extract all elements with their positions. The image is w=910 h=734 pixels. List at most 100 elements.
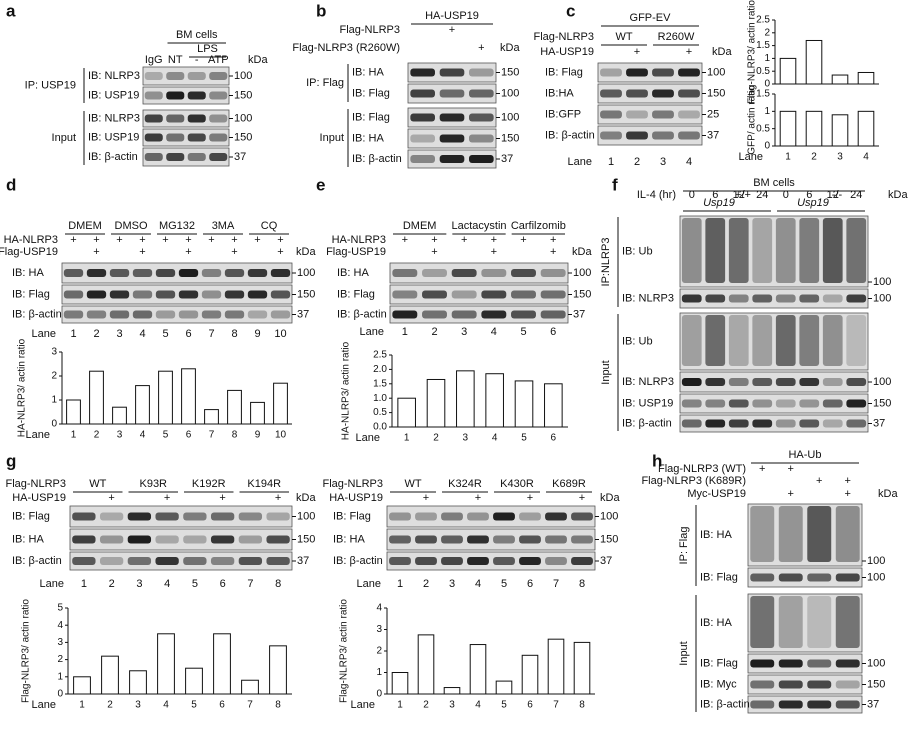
- header-label: GFP-EV: [630, 12, 672, 24]
- condition-label: Flag-USP19: [326, 246, 386, 258]
- blot-band: [519, 557, 541, 565]
- x-tick-label: 6: [186, 430, 192, 441]
- kda-label: kDa: [888, 189, 908, 201]
- blot-band: [441, 512, 463, 521]
- x-tick-label: 7: [553, 700, 559, 711]
- blot-band: [807, 680, 832, 689]
- row-label: IB: Flag: [545, 66, 583, 78]
- y-tick-label: 1: [764, 106, 770, 117]
- blot-band: [86, 310, 107, 319]
- blot-band: [846, 399, 867, 408]
- blot-strip: [747, 503, 863, 567]
- condition-value: +: [449, 24, 455, 36]
- blot-band: [127, 512, 152, 521]
- y-tick-label: 1: [376, 667, 382, 678]
- x-tick-label: 3: [837, 152, 843, 163]
- blot-band: [187, 114, 206, 123]
- kda-label: kDa: [572, 246, 592, 258]
- marker-label: 100: [573, 267, 591, 279]
- header-label: CQ: [261, 220, 278, 232]
- blot-band: [571, 512, 593, 521]
- condition-value: +: [475, 492, 481, 504]
- blot-band: [835, 659, 860, 668]
- condition-value: 12: [733, 189, 745, 201]
- blot-band: [166, 133, 185, 142]
- header-label: LPS: [197, 43, 218, 55]
- row-label: IB: Ub: [622, 335, 653, 347]
- condition-value: 24: [850, 189, 862, 201]
- condition-value: +: [550, 246, 556, 258]
- blot-band: [750, 659, 775, 668]
- blot-band: [187, 153, 206, 161]
- blot-band: [705, 419, 726, 428]
- condition-value: +: [634, 46, 640, 58]
- blot-band: [750, 573, 775, 582]
- marker-label: 100: [234, 70, 252, 82]
- condition-value: +: [139, 246, 145, 258]
- blot-band: [807, 573, 832, 582]
- condition-value: +: [550, 234, 556, 246]
- bar: [112, 406, 127, 425]
- lane-number: 8: [231, 328, 237, 340]
- blot-band: [63, 290, 84, 299]
- condition-label: Flag-NLRP3: [533, 31, 594, 43]
- blot-band: [415, 557, 437, 565]
- blot-band: [799, 399, 820, 408]
- blot-band: [72, 535, 96, 544]
- lane-number: 6: [220, 578, 226, 590]
- group-label: IP:NLRP3: [600, 238, 612, 287]
- blot-band: [545, 512, 567, 521]
- group-label: IP: USP19: [25, 79, 76, 91]
- group-label: Input: [52, 132, 76, 144]
- blot-band: [752, 399, 773, 408]
- blot-band: [187, 91, 206, 100]
- blot-band: [109, 290, 130, 299]
- condition-value: +: [93, 234, 99, 246]
- blot-band: [835, 680, 860, 689]
- blot-band: [846, 419, 867, 428]
- blot-band: [467, 512, 489, 521]
- header-label: K93R: [139, 478, 167, 490]
- lane-number: 6: [527, 578, 533, 590]
- blot-band: [144, 153, 163, 161]
- condition-value: +: [845, 488, 851, 500]
- row-label: IB: USP19: [622, 397, 673, 409]
- blot-band: [778, 596, 803, 648]
- blot-band: [441, 557, 463, 565]
- bar: [89, 370, 104, 425]
- condition-label: Flag-NLRP3 (R260W): [292, 42, 400, 54]
- lane-number: 4: [164, 578, 170, 590]
- bar: [514, 380, 534, 428]
- x-tick-label: 1: [785, 152, 791, 163]
- x-tick-label: 5: [501, 700, 507, 711]
- lane-number: 9: [254, 328, 260, 340]
- condition-label: Flag-NLRP3 (WT): [658, 463, 746, 475]
- blot-band: [155, 557, 179, 565]
- condition-value: +: [431, 234, 437, 246]
- bar: [857, 110, 875, 147]
- blot-band: [201, 269, 222, 277]
- row-label: IB: Myc: [700, 678, 737, 690]
- condition-label: Flag-USP19: [0, 246, 58, 258]
- condition-label: HA-USP19: [329, 492, 383, 504]
- blot-band: [846, 315, 867, 366]
- blot-band: [652, 89, 674, 98]
- blot-band: [389, 557, 411, 565]
- blot-band: [540, 310, 566, 319]
- y-tick-label: 2: [57, 654, 63, 665]
- marker-label: 100: [873, 376, 891, 388]
- header-label: 3MA: [212, 220, 235, 232]
- blot-band: [266, 557, 290, 565]
- y-axis-label: HA-NLRP3/ actin ratio: [341, 341, 352, 440]
- header-label: K430R: [500, 478, 534, 490]
- bar: [135, 385, 150, 425]
- x-tick-label: 3: [135, 700, 141, 711]
- row-label: IB: Flag: [337, 288, 375, 300]
- blot-band: [209, 133, 228, 142]
- blot-band: [99, 535, 124, 544]
- blot-band: [451, 290, 477, 299]
- blot-band: [493, 557, 515, 565]
- marker-label: 150: [573, 288, 591, 300]
- bar: [158, 370, 173, 425]
- condition-value: +: [527, 492, 533, 504]
